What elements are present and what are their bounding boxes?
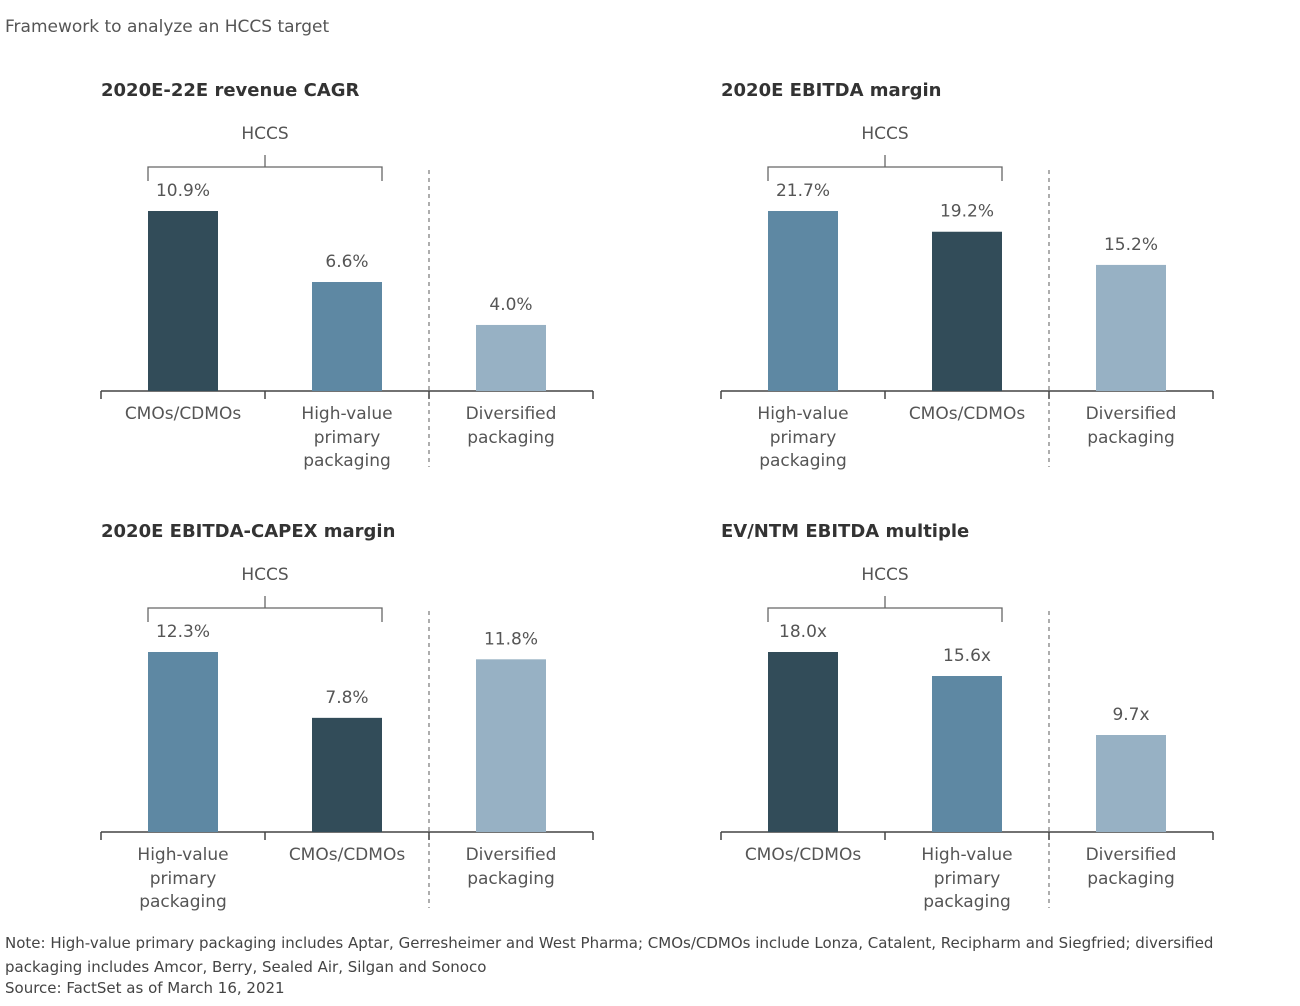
value-label: 9.7x: [1112, 705, 1149, 725]
value-label: 10.9%: [156, 181, 210, 201]
page-title: Framework to analyze an HCCS target: [5, 17, 330, 37]
group-label: HCCS: [241, 124, 288, 144]
category-label: CMOs/CDMOs: [124, 404, 242, 424]
group-bracket: [147, 155, 383, 181]
group-bracket: [767, 596, 1003, 622]
note: Note: High-value primary packaging inclu…: [5, 934, 1214, 976]
bar: [476, 659, 546, 832]
bar: [768, 211, 838, 391]
bar: [312, 717, 382, 832]
bar: [148, 652, 218, 832]
chart-title: EV/NTM EBITDA multiple: [721, 521, 969, 542]
bar: [1096, 264, 1166, 391]
category-label: High-value primary packaging: [137, 845, 229, 912]
bar: [476, 324, 546, 391]
category-label: High-value primary packaging: [757, 404, 849, 471]
category-label: High-value primary packaging: [921, 845, 1013, 912]
value-label: 7.8%: [325, 688, 368, 708]
category-label: Diversified packaging: [1085, 404, 1177, 448]
category-label: Diversified packaging: [465, 404, 557, 448]
value-label: 21.7%: [776, 181, 830, 201]
chart-title: 2020E EBITDA-CAPEX margin: [101, 521, 395, 542]
source: Source: FactSet as of March 16, 2021: [5, 979, 285, 997]
value-label: 18.0x: [779, 622, 827, 642]
value-label: 19.2%: [940, 202, 994, 222]
group-label: HCCS: [241, 565, 288, 585]
group-label: HCCS: [861, 565, 908, 585]
value-label: 4.0%: [489, 295, 532, 315]
bar: [312, 282, 382, 391]
chart-title: 2020E-22E revenue CAGR: [101, 80, 360, 101]
bar: [932, 676, 1002, 832]
category-label: High-value primary packaging: [301, 404, 393, 471]
value-label: 15.6x: [943, 646, 991, 666]
bar: [768, 652, 838, 832]
category-label: CMOs/CDMOs: [744, 845, 862, 865]
bar: [1096, 735, 1166, 832]
group-label: HCCS: [861, 124, 908, 144]
chart-title: 2020E EBITDA margin: [721, 80, 941, 101]
group-bracket: [767, 155, 1003, 181]
value-label: 6.6%: [325, 252, 368, 272]
value-label: 11.8%: [484, 629, 538, 649]
category-label: Diversified packaging: [1085, 845, 1177, 889]
category-label: CMOs/CDMOs: [288, 845, 406, 865]
value-label: 12.3%: [156, 622, 210, 642]
group-bracket: [147, 596, 383, 622]
bar: [148, 211, 218, 391]
category-label: Diversified packaging: [465, 845, 557, 889]
value-label: 15.2%: [1104, 235, 1158, 255]
category-label: CMOs/CDMOs: [908, 404, 1026, 424]
bar: [932, 231, 1002, 391]
